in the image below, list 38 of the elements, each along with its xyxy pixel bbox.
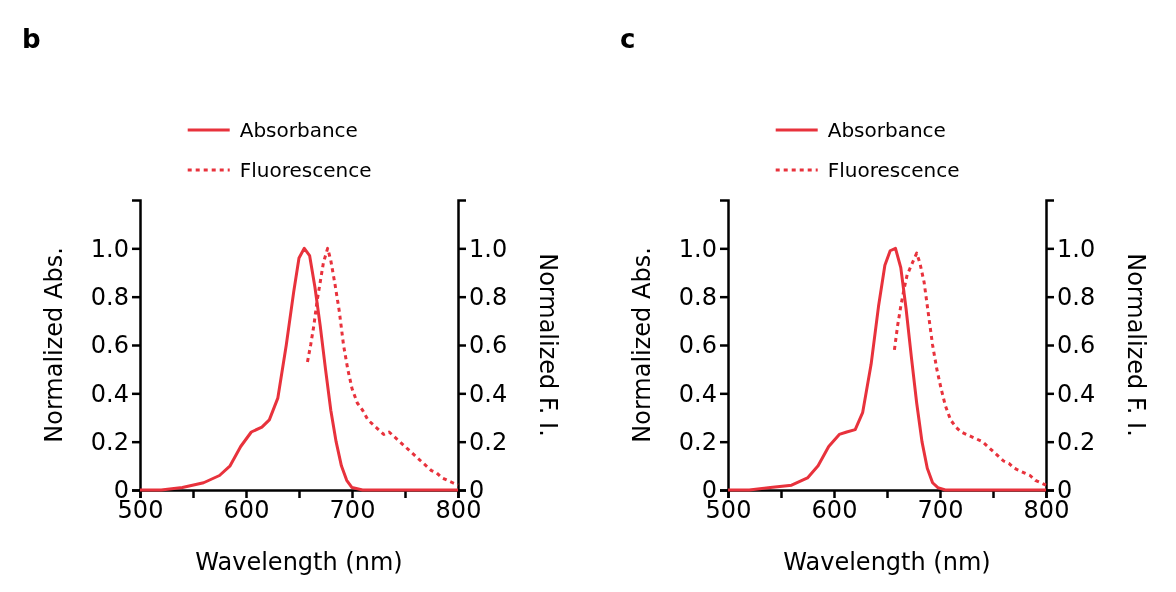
- y-tick-label: 0.2: [90, 427, 129, 456]
- legend-label: Absorbance: [239, 118, 358, 142]
- y2-tick-label: 0.2: [469, 427, 508, 456]
- y-axis-title: Normalized Abs.: [628, 247, 656, 443]
- y-tick-label: 0.2: [678, 427, 717, 456]
- y-tick-label: 1.0: [90, 234, 129, 263]
- line-series: [138, 246, 460, 492]
- y2-tick-label: 0.4: [469, 379, 508, 408]
- x-tick-label: 600: [223, 496, 270, 525]
- x-tick-label: 700: [329, 496, 376, 525]
- legend-label: Fluorescence: [827, 158, 960, 182]
- y2-tick-label: 0.8: [469, 282, 508, 311]
- chart-title: c: [620, 24, 636, 54]
- x-axis-title: Wavelength (nm): [195, 548, 403, 576]
- y2-tick-label: 0.2: [1057, 427, 1096, 456]
- y2-tick-label: 0.6: [469, 331, 508, 360]
- y2-tick-label: 0.4: [1057, 379, 1096, 408]
- y2-axis-title: Normalized F. I.: [534, 253, 562, 437]
- y-tick-label: 0.6: [678, 331, 717, 360]
- y2-tick-label: 0.6: [1057, 331, 1096, 360]
- y-tick-label: 0.4: [678, 379, 717, 408]
- legend-label: Fluorescence: [239, 158, 372, 182]
- x-tick-label: 600: [811, 496, 858, 525]
- x-axis-title: Wavelength (nm): [783, 548, 991, 576]
- y2-axis-title: Normalized F. I.: [1122, 253, 1150, 437]
- x-tick-label: 700: [917, 496, 964, 525]
- y-axis-title: Normalized Abs.: [40, 247, 68, 443]
- y-tick-label: 1.0: [678, 234, 717, 263]
- y2-tick-label: 1.0: [469, 234, 508, 263]
- y-tick-label: 0.8: [678, 282, 717, 311]
- y-tick-label: 0.6: [90, 331, 129, 360]
- line-series: [726, 246, 1048, 492]
- y2-tick-label: 0.8: [1057, 282, 1096, 311]
- y-tick-label: 0.8: [90, 282, 129, 311]
- chart-title: b: [22, 24, 41, 54]
- legend-label: Absorbance: [827, 118, 946, 142]
- y2-tick-label: 1.0: [1057, 234, 1096, 263]
- y-tick-label: 0.4: [90, 379, 129, 408]
